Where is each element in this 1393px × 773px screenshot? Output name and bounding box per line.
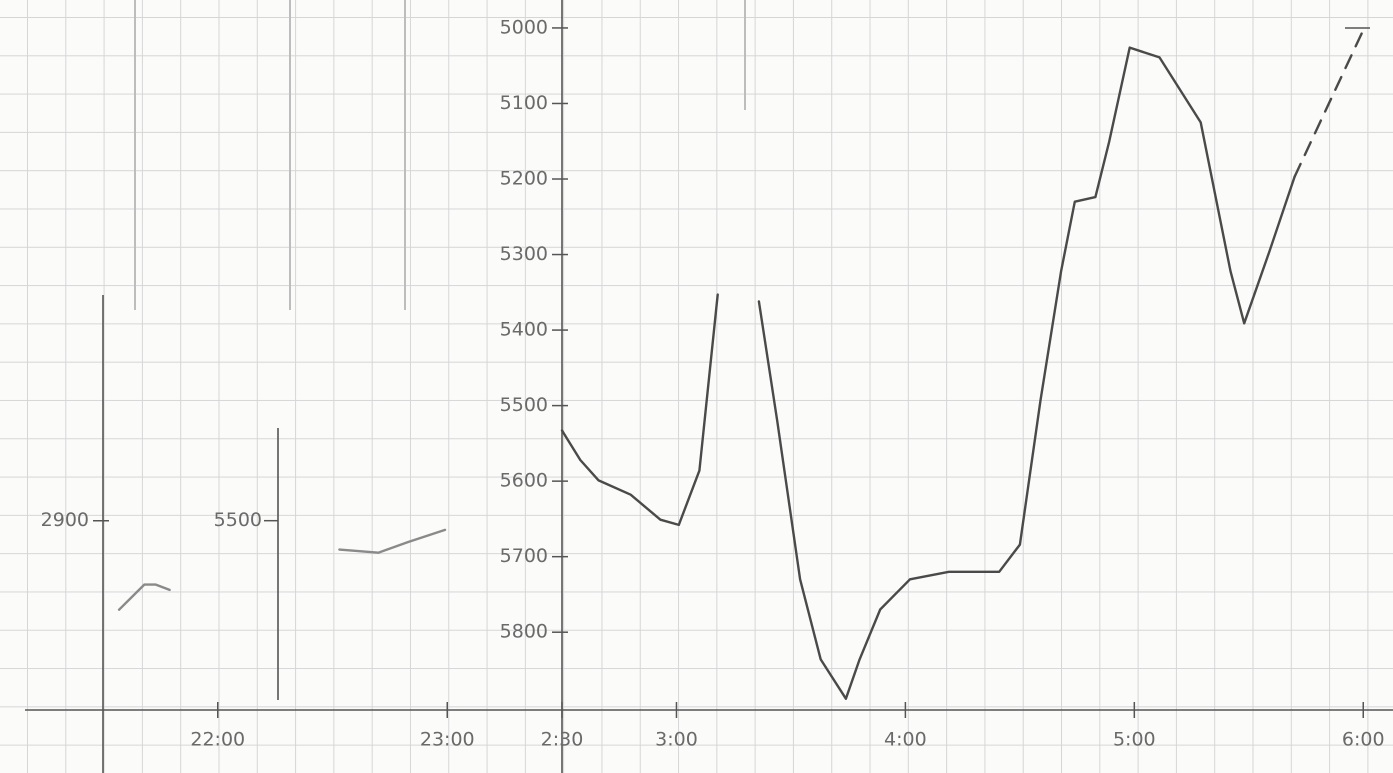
x-tick-label: 23:00 — [420, 729, 475, 751]
y-tick-label: 5700 — [500, 545, 548, 567]
y-tick-label: 2900 — [41, 509, 89, 531]
y-tick-label: 5100 — [500, 92, 548, 114]
x-tick-label: 6:00 — [1342, 729, 1385, 751]
x-tick-label: 4:00 — [884, 729, 927, 751]
data-line — [1293, 29, 1365, 178]
x-tick-label: 5:00 — [1113, 729, 1156, 751]
y-tick-label: 5300 — [500, 243, 548, 265]
y-tick-label: 5600 — [500, 470, 548, 492]
x-tick-label: 3:00 — [655, 729, 698, 751]
data-line — [560, 46, 1296, 700]
y-tick-label: 5200 — [500, 168, 548, 190]
y-tick-label: 5000 — [500, 16, 548, 38]
x-tick-label: 22:00 — [190, 729, 245, 751]
y-tick-label: 5800 — [500, 621, 548, 643]
y-tick-label: 5500 — [500, 394, 548, 416]
data-line — [117, 528, 447, 611]
y2-tick-label: 5500 — [214, 509, 262, 531]
x-tick-label: 2:30 — [541, 729, 584, 751]
y-tick-label: 5400 — [500, 319, 548, 341]
